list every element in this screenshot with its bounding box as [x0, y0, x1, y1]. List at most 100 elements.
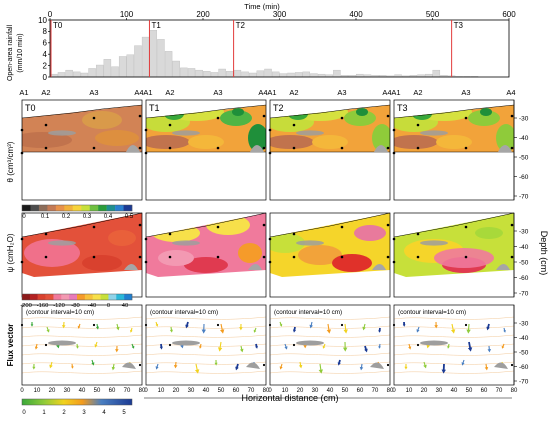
psi-colorbar-swatch: [108, 294, 117, 300]
rainfall-bar: [126, 54, 135, 78]
theta-colorbar: 0 0.1 0.2 0.3 0.4 0.5: [21, 204, 134, 220]
theta-colorbar-swatch: [22, 205, 31, 211]
rainfall-bar: [172, 60, 180, 78]
flux-panel-t2: (contour interval=10 cm): [268, 304, 391, 386]
theta-colorbar-swatch: [30, 205, 40, 211]
psi-colorbar-tick: -160: [37, 303, 49, 309]
theta-colorbar-swatch: [81, 205, 90, 211]
flux-colorbar-tick: 5: [122, 410, 126, 416]
depth-tick-label: -40: [519, 335, 529, 342]
rainfall-bar: [333, 69, 341, 78]
position-label: A1: [19, 88, 28, 97]
time-axis-label: Time (min): [244, 2, 280, 11]
horizontal-tick-label: 80: [387, 388, 394, 394]
contour-interval-note: (contour interval=10 cm): [398, 309, 466, 316]
psi-panel-t1: [144, 212, 267, 298]
flux-colorbar: 0 1 2 3 4 5: [21, 398, 133, 416]
rainfall-bar: [95, 64, 104, 78]
psi-colorbar-swatch: [29, 294, 38, 300]
rainfall-bar: [302, 71, 310, 78]
rainfall-bar: [149, 30, 157, 78]
rainfall-bar: [203, 71, 211, 78]
position-label: A2: [289, 88, 298, 97]
rainfall-bar: [233, 69, 242, 78]
rainfall-bar: [57, 72, 66, 78]
depth-tick-label: -30: [519, 116, 529, 123]
horizontal-tick-label: 20: [173, 388, 180, 394]
theta-panel-t3: T3: [392, 99, 515, 201]
position-label: A1: [143, 88, 152, 97]
horizontal-tick-label: 80: [511, 388, 518, 394]
rainfall-y-unit: (mm/10 min): [17, 33, 24, 72]
rainfall-bar: [264, 68, 272, 78]
rainfall-bars: [50, 30, 479, 78]
rainfall-bar: [287, 72, 295, 78]
psi-colorbar-swatch: [77, 294, 86, 300]
time-marker-label: T0: [53, 21, 63, 30]
theta-panel-t1: T1: [144, 99, 267, 201]
rainfall-y-label: Open-area rainfall: [7, 25, 14, 81]
psi-colorbar-swatch: [84, 294, 93, 300]
position-label: A3: [213, 88, 222, 97]
flux-colorbar-tick: 2: [62, 410, 66, 416]
rainfall-bar: [195, 69, 203, 78]
psi-colorbar: -200 -160 -120 -80 -40 0 40: [20, 293, 133, 309]
rainfall-bar: [88, 68, 96, 78]
horizontal-tick-label: 20: [421, 388, 428, 394]
rainfall-bar: [210, 72, 219, 78]
theta-colorbar-tick: 0: [22, 214, 26, 220]
horizontal-tick-label: 50: [218, 388, 225, 394]
rainfall-bar: [111, 66, 119, 78]
rainfall-bar: [241, 71, 249, 78]
horizontal-tick-label: 10: [34, 388, 41, 394]
position-label: A3: [461, 88, 470, 97]
psi-colorbar-swatch: [22, 294, 31, 300]
panel-time-label: T1: [149, 103, 160, 113]
theta-colorbar-tick: 0.3: [83, 214, 92, 220]
psi-colorbar-swatch: [53, 294, 62, 300]
rainfall-y-tick-label: 8: [43, 27, 48, 36]
panel-time-label: T2: [273, 103, 284, 113]
position-label: A1: [267, 88, 276, 97]
theta-colorbar-swatch: [98, 205, 107, 211]
position-label: A3: [337, 88, 346, 97]
theta-colorbar-tick: 0.5: [125, 214, 134, 220]
psi-panel-t0: [20, 212, 143, 298]
rainfall-y-tick-label: 4: [43, 50, 48, 59]
horizontal-tick-label: 30: [188, 388, 195, 394]
rainfall-bar: [424, 73, 433, 78]
horizontal-tick-label: 60: [481, 388, 488, 394]
position-label: A4: [506, 88, 515, 97]
horizontal-tick-label: 50: [94, 388, 101, 394]
horizontal-tick-label: 40: [327, 388, 334, 394]
time-axis-ticks: 0 100 200 300 400 500 600: [48, 10, 516, 20]
depth-tick-label: -60: [519, 275, 529, 282]
psi-panel-t2: [268, 212, 391, 298]
flux-panel-t0: (contour interval=10 cm): [20, 304, 143, 386]
rainfall-bar: [134, 45, 142, 78]
panel-time-label: T0: [25, 103, 36, 113]
rainfall-y-tick-label: 6: [43, 39, 48, 48]
theta-panel-t2: T2: [268, 99, 391, 201]
theta-colorbar-swatch: [89, 205, 99, 211]
horizontal-tick-label: 0: [144, 388, 148, 394]
psi-colorbar-swatch: [61, 294, 70, 300]
horizontal-tick-label: 30: [64, 388, 71, 394]
flux-panel-t3: (contour interval=10 cm): [392, 304, 515, 386]
depth-tick-label: -50: [519, 260, 529, 267]
depth-tick-label: -70: [519, 194, 529, 201]
time-tick-label: 600: [502, 10, 516, 19]
rainfall-bar: [432, 69, 441, 78]
rainfall-y-ticks: 0 2 4 6 8 10: [38, 16, 50, 82]
time-tick-label: 300: [273, 10, 287, 19]
horizontal-tick-label: 70: [248, 388, 255, 394]
horizontal-tick-label: 70: [496, 388, 503, 394]
rainfall-bar: [271, 71, 280, 78]
psi-row-label: ψ (cmH₂O): [6, 233, 15, 272]
rainfall-bar: [180, 67, 188, 78]
depth-tick-label: -50: [519, 155, 529, 162]
contour-interval-note: (contour interval=10 cm): [26, 309, 94, 316]
psi-colorbar-swatch: [69, 294, 78, 300]
depth-tick-label: -60: [519, 364, 529, 371]
time-tick-label: 400: [349, 10, 363, 19]
